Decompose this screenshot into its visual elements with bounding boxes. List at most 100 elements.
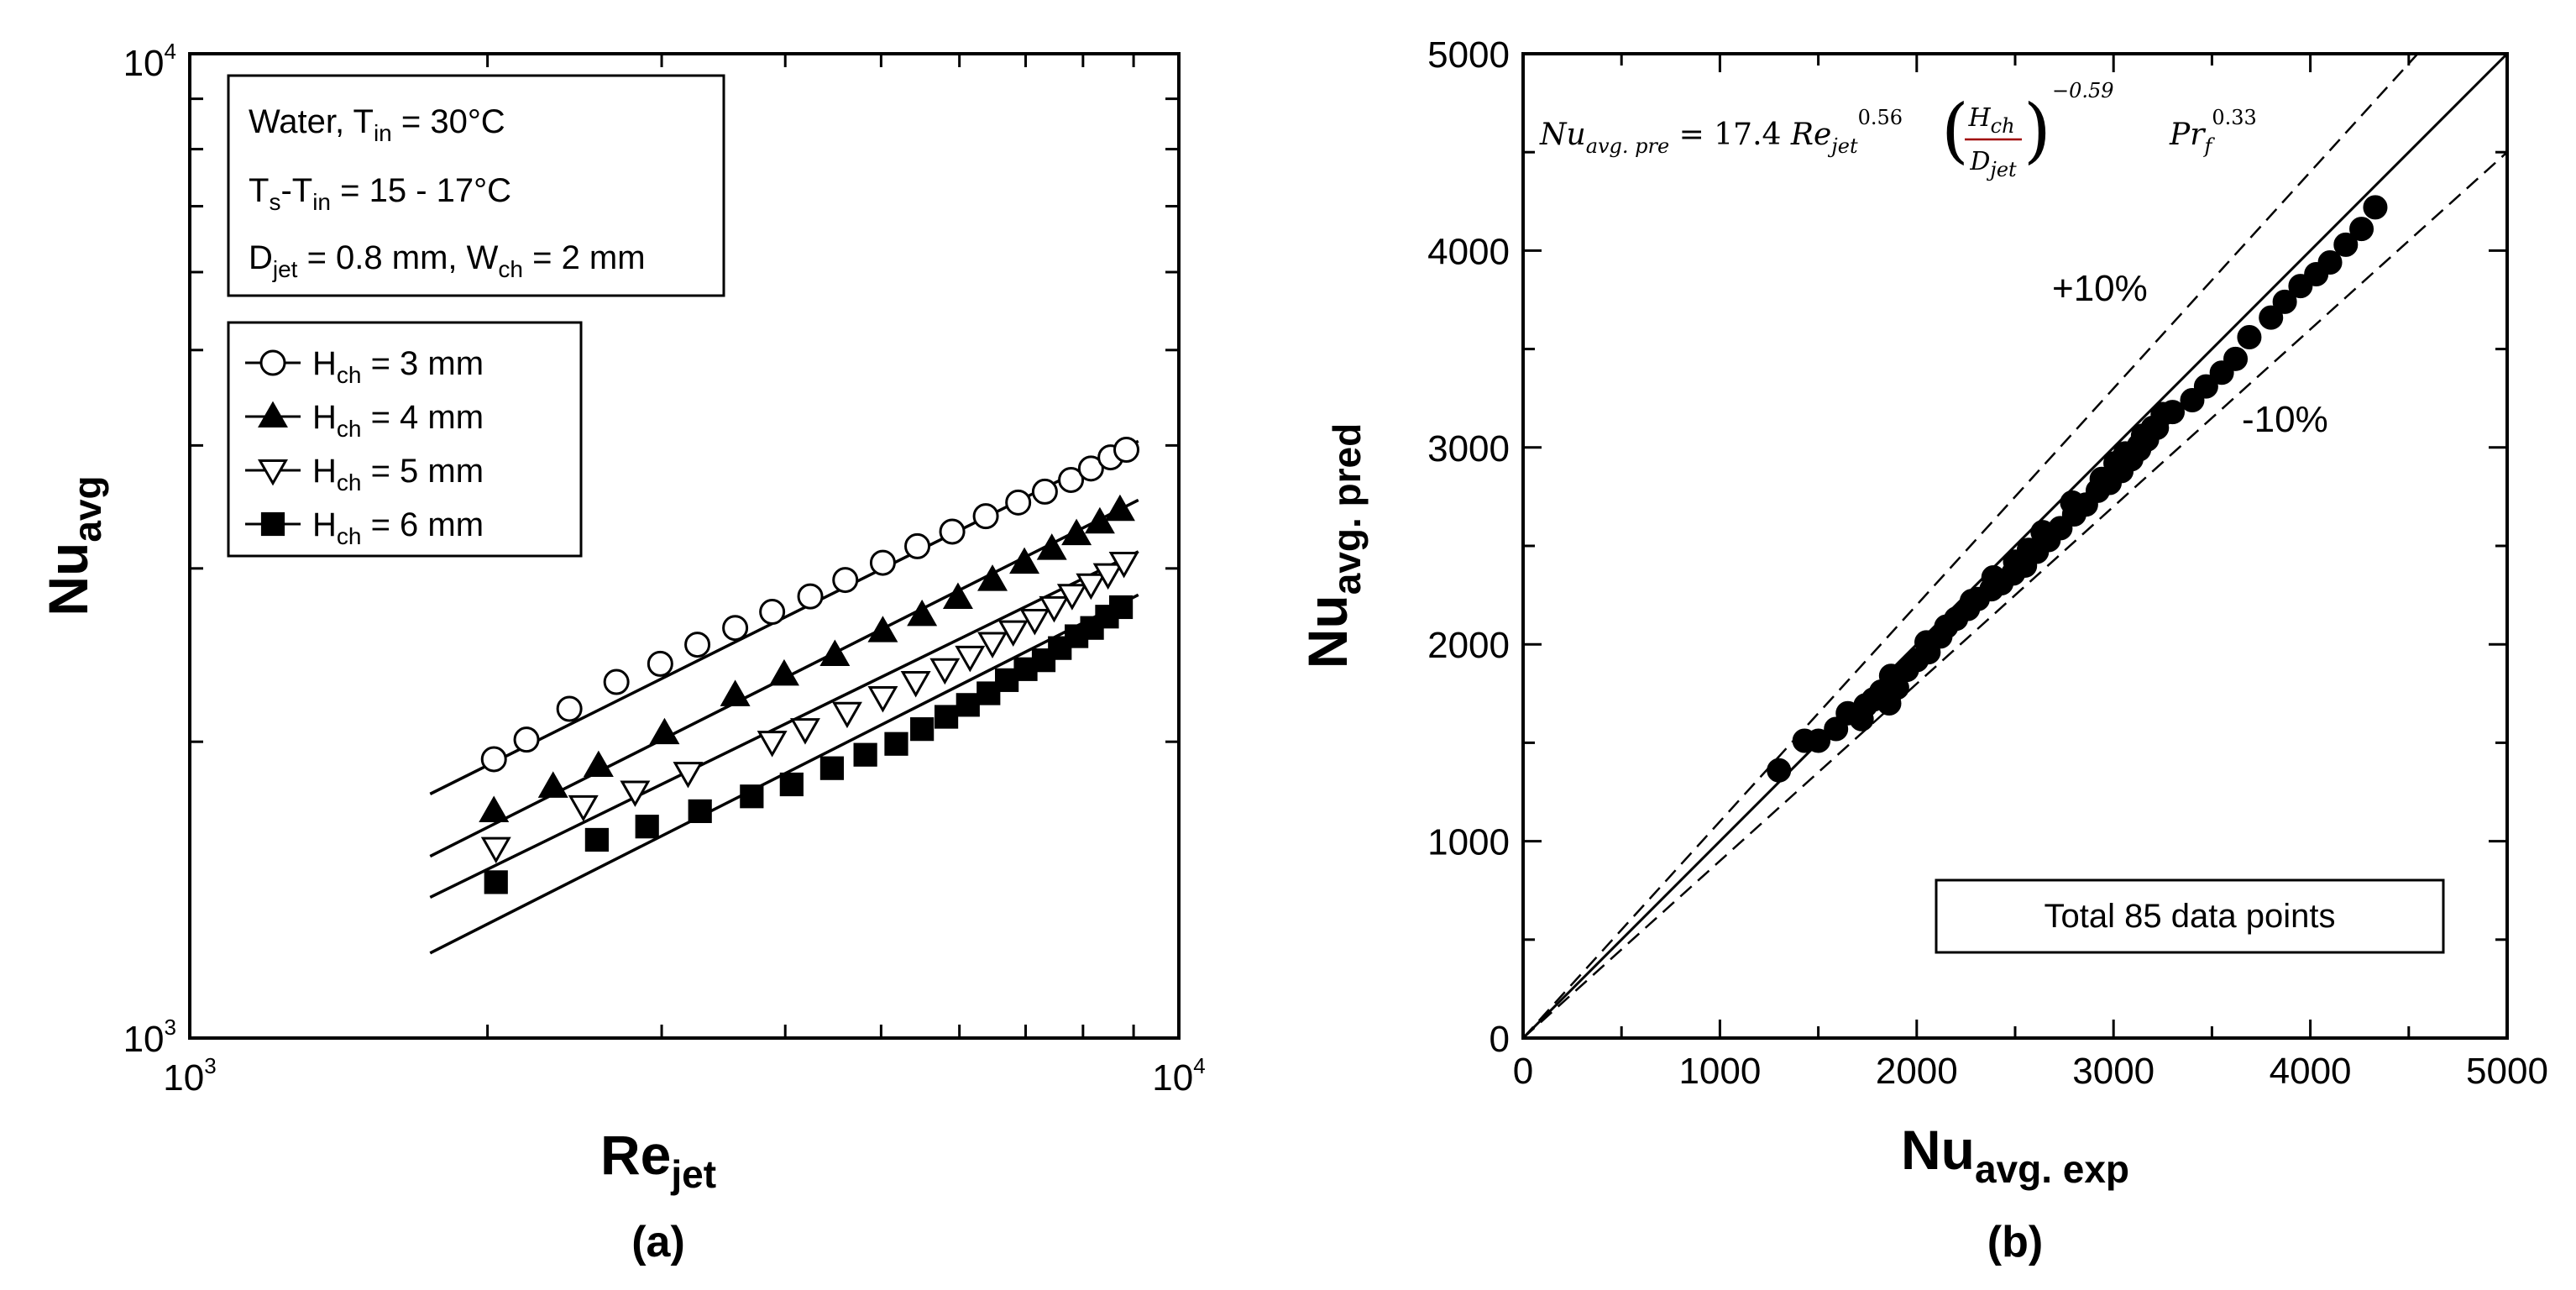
- data-point-series-1: [513, 726, 540, 753]
- data-point: [1878, 663, 1903, 689]
- data-point-series-1: [939, 518, 966, 545]
- data-point: [1981, 565, 2006, 590]
- data-point-series-3: [955, 645, 986, 673]
- data-point: [2223, 346, 2249, 371]
- data-point-series-3: [568, 794, 599, 822]
- data-points-a: [479, 437, 1139, 894]
- data-point-series-3: [831, 701, 862, 729]
- caption-b: (b): [1987, 1218, 2043, 1266]
- data-point-series-1: [684, 632, 711, 658]
- x-tick-label-b: 3000: [2072, 1051, 2155, 1092]
- data-point-series-3: [1039, 595, 1070, 623]
- legend-marker-2: [258, 401, 288, 428]
- reference-line-plus-10: [1522, 53, 2419, 1039]
- data-point-series-3: [480, 836, 511, 864]
- annotation-minus-10: -10%: [2242, 399, 2328, 440]
- equation-fraction-exponent: −0.59: [2052, 79, 2114, 102]
- y-tick-label-b: 3000: [1427, 428, 1510, 469]
- data-point-series-3: [997, 620, 1029, 648]
- data-point-series-1: [1113, 437, 1139, 464]
- data-point-series-4: [635, 815, 659, 839]
- panel-b: 0 1000 2000 3000 4000 5000 0 1000 2000 3000 4000 50…: [1296, 34, 2548, 1266]
- data-point: [2349, 217, 2374, 242]
- data-point: [1934, 614, 1959, 639]
- data-point-series-3: [1108, 552, 1139, 579]
- x-axis-title-b: Nuavg. exp: [1901, 1119, 2129, 1191]
- data-point: [2089, 466, 2114, 491]
- condition-temperature-difference: Ts-Tin = 15 - 17°C: [249, 172, 511, 215]
- data-point-series-4: [688, 799, 712, 824]
- data-point-series-2: [819, 639, 851, 666]
- equation-paren-open: (: [1941, 89, 1969, 171]
- data-point-series-1: [759, 599, 786, 626]
- data-point-series-3: [620, 780, 651, 807]
- data-point-series-4: [484, 870, 508, 894]
- data-point: [2259, 305, 2284, 330]
- y-tick-label-b: 5000: [1427, 34, 1510, 76]
- y-tick-label-bottom: 103: [123, 1015, 176, 1060]
- data-point-series-3: [673, 762, 704, 789]
- data-point: [2127, 433, 2152, 458]
- y-tick-label-b: 0: [1490, 1019, 1510, 1060]
- data-count-box: [1935, 878, 2445, 954]
- data-point-series-1: [832, 567, 859, 594]
- data-point: [2150, 401, 2175, 427]
- equation-paren-close: ): [2024, 89, 2051, 171]
- data-point-series-2: [1061, 518, 1092, 546]
- data-point-series-1: [480, 746, 507, 773]
- data-point: [2030, 520, 2055, 545]
- data-point-series-4: [956, 693, 980, 717]
- equation-fraction-denominator: Djet: [1969, 147, 2017, 181]
- data-point-series-2: [867, 616, 898, 642]
- data-point-series-4: [853, 742, 877, 767]
- fit-line-series-3: [429, 550, 1139, 899]
- data-point-series-3: [977, 632, 1008, 658]
- reference-line-minus-10: [1522, 151, 2508, 1039]
- data-point-series-1: [603, 669, 630, 695]
- legend-items: Hch = 3 mm Hch = 4 mm Hch = 5 mm Hch = 6 mm: [245, 345, 484, 549]
- y-tick-label-b: 4000: [1427, 231, 1510, 272]
- axis-ticks-a: [190, 54, 1179, 1038]
- data-point: [1959, 589, 1984, 614]
- data-point-series-1: [904, 532, 931, 559]
- y-axis-title-a: Nuavg: [37, 475, 109, 616]
- data-count-note: Total 85 data points: [2045, 898, 2336, 935]
- data-point-series-2: [942, 582, 973, 609]
- data-point-series-2: [583, 750, 614, 778]
- equation-fraction-numerator: Hch: [1967, 103, 2014, 138]
- legend-marker-4: [260, 511, 285, 537]
- data-point-series-3: [1076, 573, 1107, 600]
- data-point-series-2: [768, 658, 799, 686]
- data-point: [1767, 758, 1792, 783]
- data-point-series-3: [757, 731, 788, 758]
- annotation-plus-10: +10%: [2052, 268, 2148, 309]
- legend-label-2: Hch = 4 mm: [312, 399, 484, 442]
- equation-prandtl: Prf0.33: [2169, 106, 2257, 158]
- equation-lhs: Nuavg. pre = 17.4 Rejet0.56: [1539, 106, 1903, 158]
- data-point-series-1: [1077, 455, 1104, 482]
- reference-line-parity: [1521, 52, 2509, 1040]
- data-point-series-2: [720, 679, 751, 706]
- data-point: [1853, 693, 1878, 718]
- data-point-series-2: [649, 717, 680, 745]
- x-tick-label-right: 104: [1152, 1053, 1205, 1099]
- x-tick-label-b: 4000: [2270, 1051, 2352, 1092]
- data-point-series-2: [479, 795, 510, 822]
- x-tick-label-b: 1000: [1678, 1051, 1761, 1092]
- x-tick-label-b: 2000: [1876, 1051, 1958, 1092]
- data-point-series-4: [910, 717, 935, 742]
- data-point: [2333, 232, 2359, 257]
- data-point-series-2: [907, 599, 938, 627]
- data-point: [2317, 249, 2343, 275]
- x-tick-label-b: 0: [1513, 1051, 1533, 1092]
- data-point-series-3: [1056, 584, 1087, 611]
- plot-a-frame: [188, 52, 1181, 1040]
- data-point-series-2: [1009, 547, 1040, 574]
- condition-dimensions: Djet = 0.8 mm, Wch = 2 mm: [249, 239, 646, 282]
- x-tick-label-left: 103: [163, 1053, 216, 1099]
- y-tick-label-top: 104: [123, 39, 176, 84]
- data-point-series-4: [1048, 636, 1072, 660]
- data-point-series-2: [1084, 506, 1115, 534]
- data-point-series-1: [869, 549, 896, 576]
- data-point: [2060, 490, 2085, 515]
